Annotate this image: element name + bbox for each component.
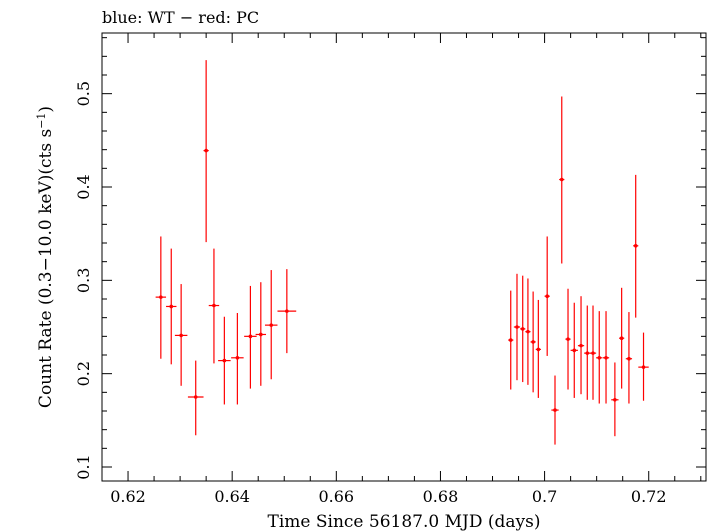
point-marker <box>159 295 163 299</box>
data-point <box>535 299 541 398</box>
data-point <box>633 174 639 318</box>
data-point <box>551 375 559 445</box>
data-point <box>508 290 514 390</box>
data-point <box>174 284 188 386</box>
point-marker <box>559 177 564 182</box>
point-marker <box>531 340 535 344</box>
point-marker <box>579 343 583 348</box>
plot-frame <box>101 32 707 482</box>
data-point <box>584 305 591 400</box>
x-tick-label: 0.7 <box>532 487 557 506</box>
point-marker <box>633 244 638 248</box>
data-point <box>602 311 610 404</box>
data-point <box>625 312 633 404</box>
data-point <box>208 248 220 364</box>
point-marker <box>619 336 624 341</box>
point-marker <box>591 351 595 355</box>
point-marker <box>597 356 602 360</box>
x-tick-label: 0.72 <box>631 487 667 506</box>
point-marker <box>566 337 570 341</box>
data-point <box>619 287 625 389</box>
point-marker <box>572 348 577 353</box>
data-point <box>559 96 565 264</box>
point-marker <box>553 408 557 412</box>
data-point <box>187 360 204 436</box>
x-tick-label: 0.68 <box>423 487 459 506</box>
point-marker <box>520 327 525 331</box>
x-tick-label: 0.66 <box>318 487 354 506</box>
point-marker <box>169 304 174 309</box>
point-marker <box>604 356 608 360</box>
y-axis: 0.1 0.2 0.3 0.4 0.5 <box>74 37 706 480</box>
x-tick-label: 0.64 <box>214 487 250 506</box>
data-point <box>565 288 571 390</box>
point-marker <box>627 356 631 361</box>
data-point <box>611 362 619 437</box>
y-tick-label: 0.2 <box>74 361 93 386</box>
data-point <box>520 275 526 383</box>
point-marker <box>545 294 549 299</box>
y-axis-label: Count Rate (0.3−10.0 keV)(cts s−1) <box>35 106 56 408</box>
point-marker <box>193 395 198 399</box>
data-point <box>264 270 278 380</box>
point-marker <box>613 398 617 402</box>
data-point <box>589 305 597 400</box>
data-point <box>218 316 231 405</box>
x-axis-label: Time Since 56187.0 MJD (days) <box>268 512 541 532</box>
data-point <box>244 285 257 389</box>
point-marker <box>285 309 289 313</box>
point-marker <box>259 332 263 337</box>
point-marker <box>515 325 519 329</box>
x-axis: 0.62 0.64 0.66 0.68 0.7 0.72 <box>101 33 702 506</box>
point-marker <box>212 303 216 308</box>
y-tick-label: 0.1 <box>74 454 93 479</box>
data-point <box>203 60 209 243</box>
point-marker <box>248 334 253 339</box>
point-marker <box>526 329 530 334</box>
chart-title: blue: WT − red: PC <box>102 8 259 27</box>
data-point <box>255 282 267 386</box>
x-tick-label: 0.62 <box>110 487 146 506</box>
data-point <box>166 248 177 365</box>
point-marker <box>179 333 183 338</box>
y-tick-label: 0.4 <box>74 174 93 199</box>
y-axis-label-close: ) <box>36 106 56 113</box>
data-point <box>513 273 521 381</box>
data-point <box>570 302 578 398</box>
data-point <box>577 296 585 395</box>
point-marker <box>235 356 240 360</box>
data-point <box>596 311 603 404</box>
point-marker <box>641 365 646 369</box>
point-marker <box>536 347 541 352</box>
y-tick-label: 0.5 <box>74 81 93 106</box>
y-axis-label-superscript: −1 <box>35 113 48 129</box>
data-point <box>231 313 244 405</box>
data-point <box>544 236 550 356</box>
data-point <box>638 332 649 401</box>
point-marker <box>222 358 227 363</box>
data-series-pc <box>155 60 649 445</box>
data-point <box>525 278 531 385</box>
data-point <box>530 291 536 393</box>
point-marker <box>269 323 274 327</box>
data-point <box>155 236 167 359</box>
point-marker <box>508 338 513 342</box>
point-marker <box>585 351 590 355</box>
point-marker <box>204 148 208 153</box>
y-axis-label-main: Count Rate (0.3−10.0 keV)(cts s <box>36 129 56 408</box>
data-point <box>277 269 297 354</box>
y-tick-label: 0.3 <box>74 268 93 293</box>
